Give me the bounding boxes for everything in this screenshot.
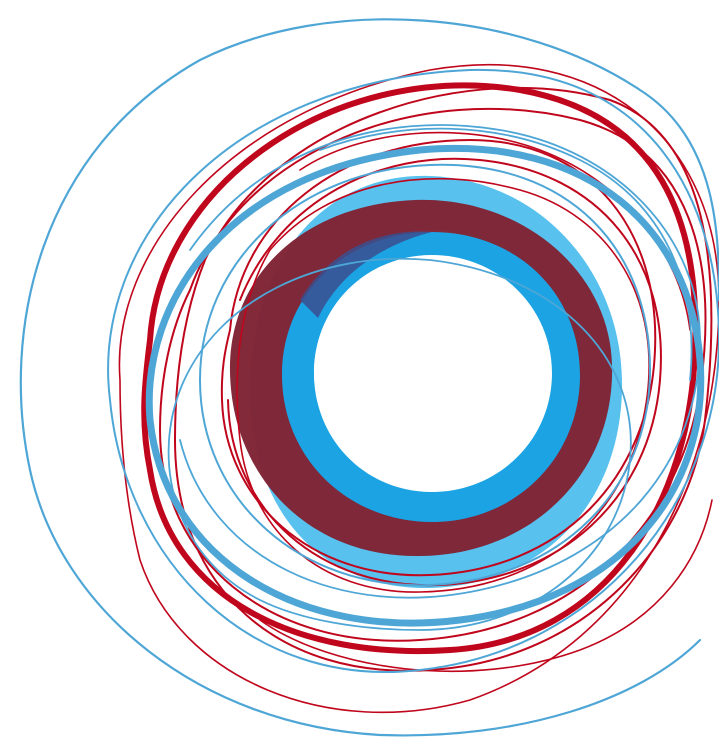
white-center	[314, 256, 550, 490]
blue-loop-4	[319, 127, 693, 381]
blue-loop-1	[107, 68, 719, 673]
blue-loop-5	[179, 124, 701, 599]
filled-rings	[229, 175, 623, 589]
red-loop-4	[227, 157, 662, 587]
blue-strokes	[19, 18, 719, 737]
red-loop-6	[118, 63, 719, 714]
red-loop-1	[158, 107, 707, 642]
red-thick-loop	[141, 82, 699, 654]
navy-blend	[300, 231, 432, 318]
red-loop-5	[236, 177, 650, 593]
red-loop-7	[259, 499, 713, 673]
red-strokes	[118, 63, 719, 714]
blue-loop-3	[167, 257, 632, 631]
blue-loop-2	[198, 163, 652, 587]
red-loop-2	[173, 86, 713, 672]
blue-outer-loop	[19, 18, 719, 737]
